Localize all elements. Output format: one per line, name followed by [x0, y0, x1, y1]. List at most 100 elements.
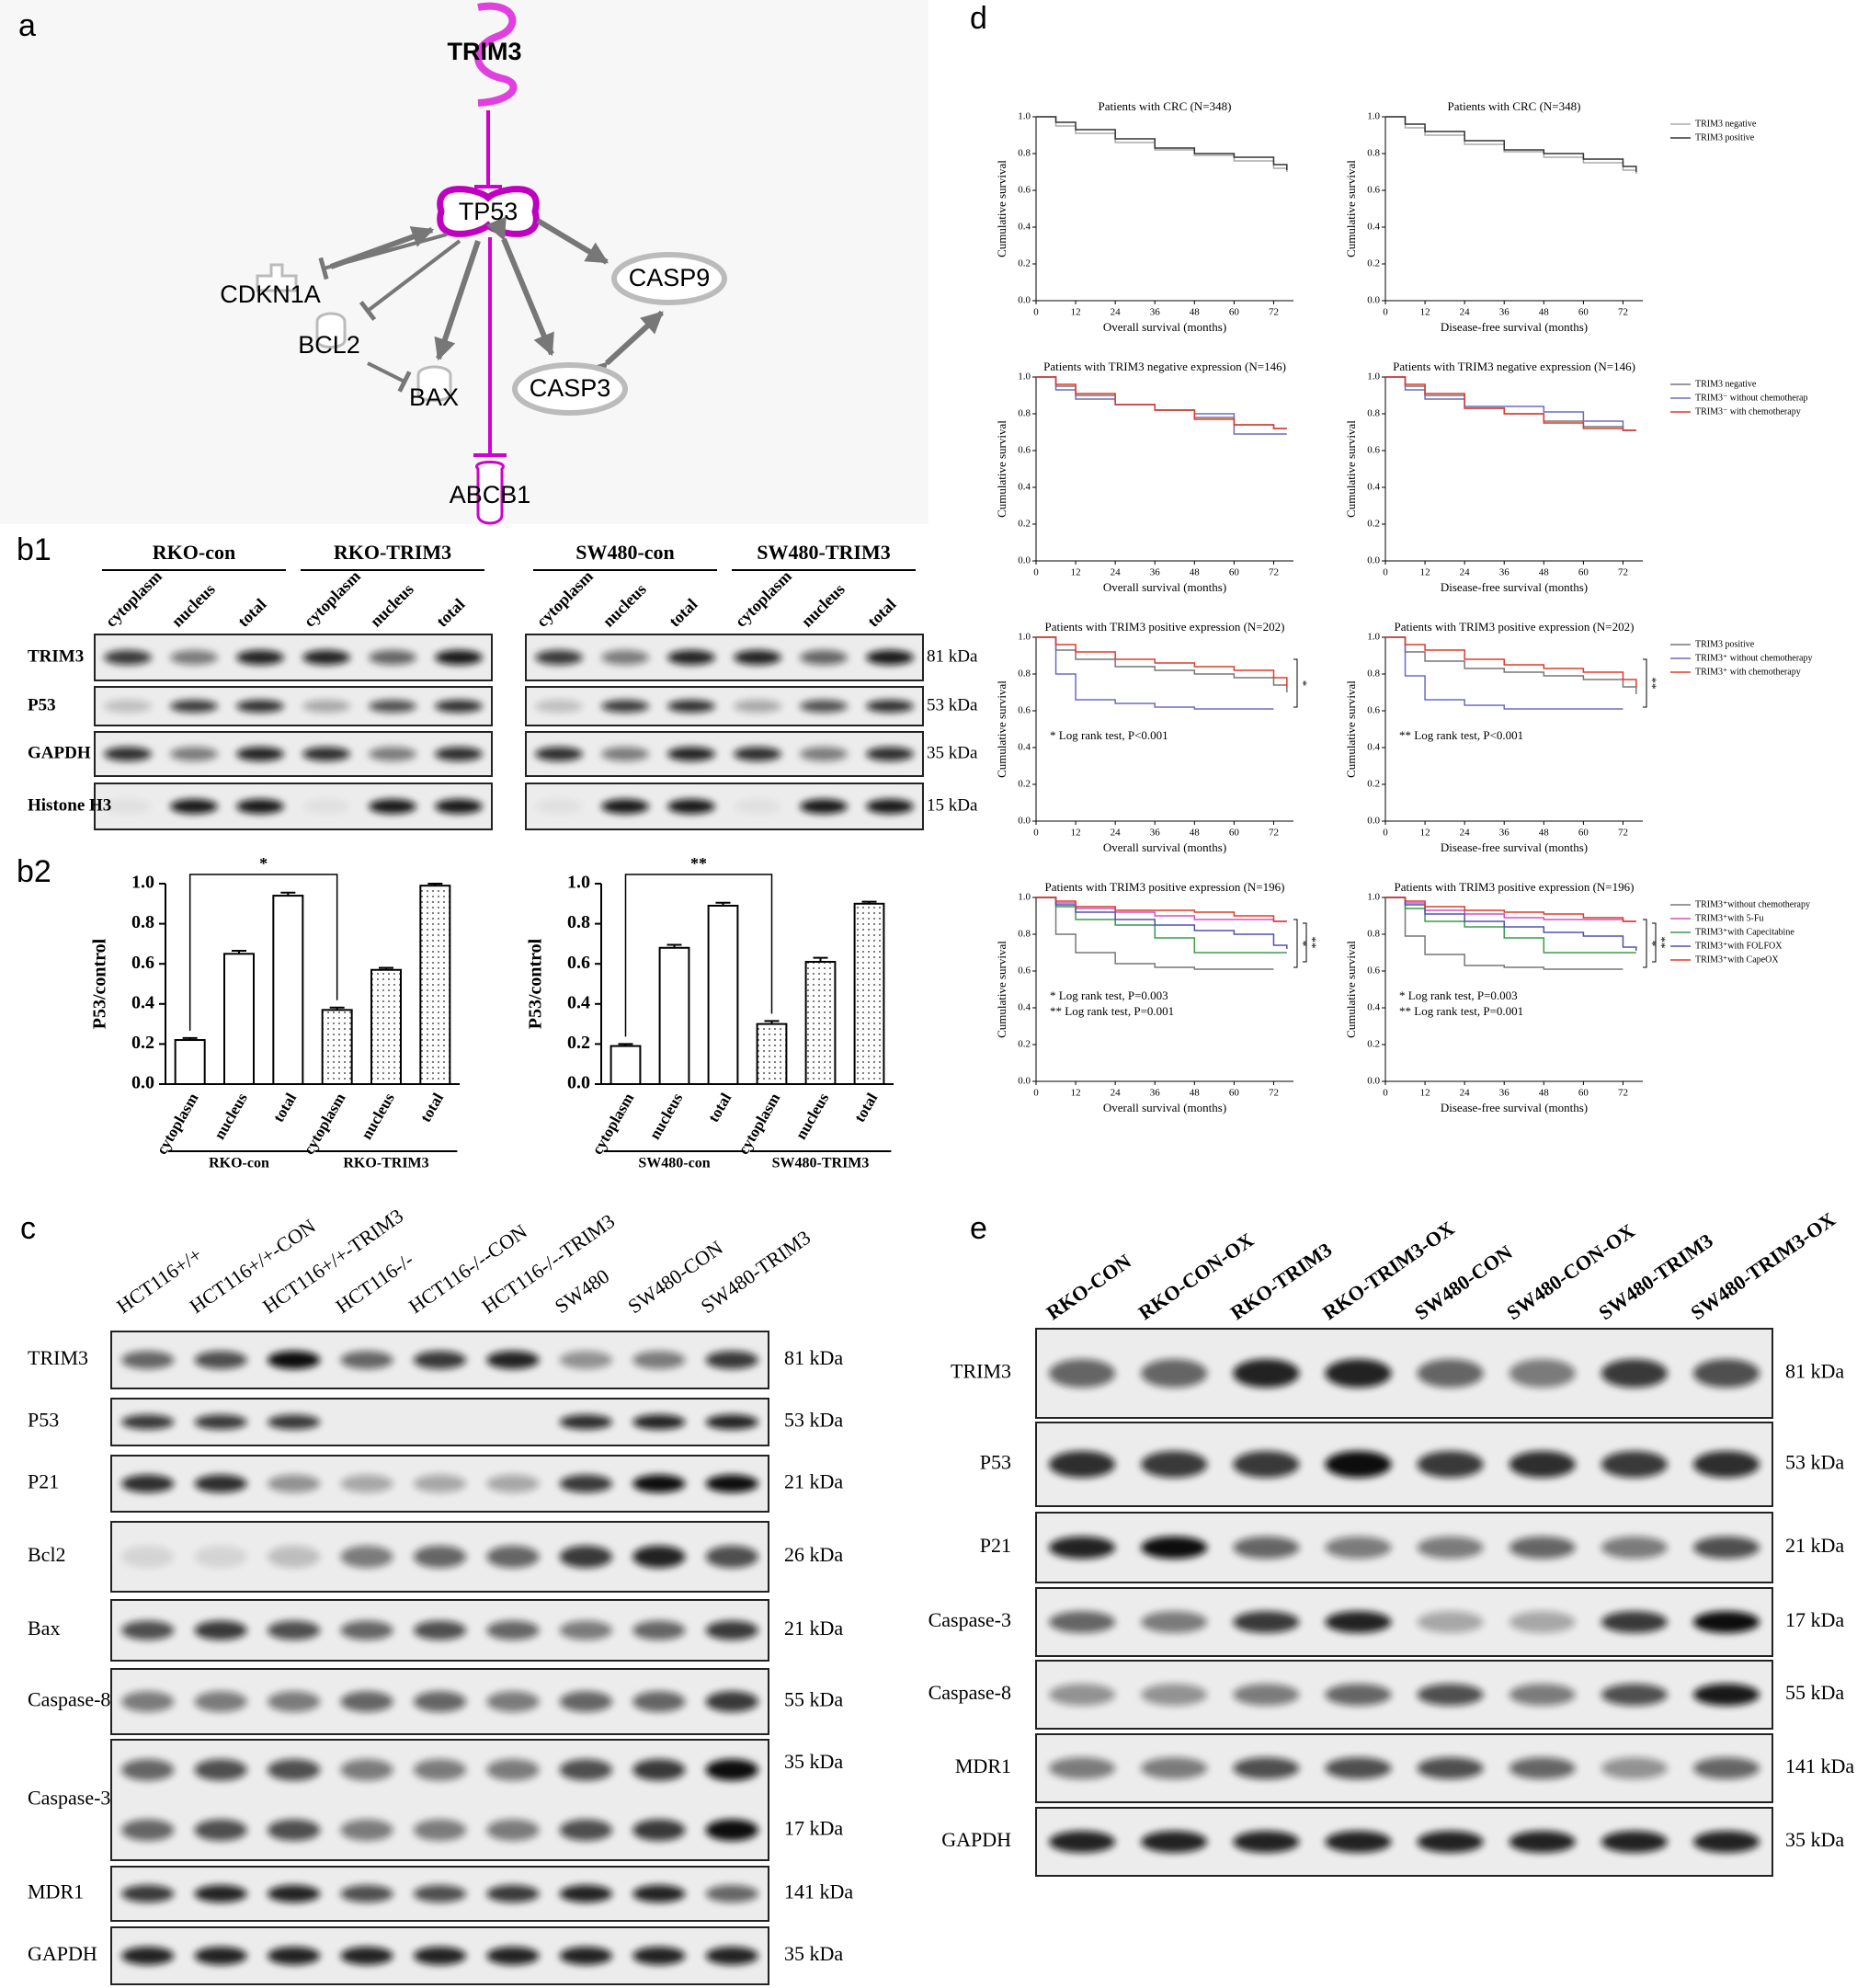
panel-label: b1 [17, 532, 51, 567]
blot-band [302, 700, 350, 713]
blot-band [601, 747, 649, 761]
x-tick-label: 72 [1269, 567, 1279, 578]
significance-label: * [1296, 680, 1310, 687]
blot-band [705, 1691, 758, 1712]
blot-band [559, 1414, 612, 1430]
x-tick-label: 48 [1539, 567, 1550, 578]
blot-band [632, 1691, 686, 1712]
blot-band [340, 1620, 393, 1640]
lane-label: total [433, 595, 469, 631]
blot-band [435, 700, 483, 713]
casp3-shape [512, 362, 628, 416]
trim3-shape [474, 2, 518, 107]
y-tick-label: 0.2 [1018, 519, 1031, 530]
x-tick-label: 24 [1111, 828, 1122, 839]
error-bar [618, 1043, 633, 1046]
bar [419, 885, 451, 1085]
bcl2-shape [315, 312, 347, 348]
casp9-shape [611, 252, 727, 305]
significance-bracket [1303, 922, 1307, 963]
blot-band [194, 1414, 247, 1430]
x-tick-label: 48 [1539, 307, 1550, 318]
legend-label: TRIM3⁻ without chemotherap [1695, 393, 1807, 403]
size-label: 17 kDa [784, 1816, 843, 1839]
blot-band [413, 1885, 467, 1902]
lane-label: nucleus [168, 580, 219, 631]
blot-band [1692, 1757, 1760, 1779]
blot-band [435, 650, 483, 665]
bar [272, 895, 304, 1086]
legend-label: TRIM3 negative [1695, 119, 1757, 129]
edge [359, 239, 461, 322]
annotation: * Log rank test, P=0.003 [1399, 988, 1518, 1002]
significance-bracket [1293, 919, 1298, 968]
x-tick-label: 12 [1071, 1088, 1081, 1099]
abcb1-shape [475, 461, 505, 525]
node-label: TP53 [459, 198, 518, 225]
y-tick-label: 1.0 [131, 873, 154, 893]
x-tick-label: 60 [1578, 1088, 1589, 1099]
legend-label: TRIM3⁺ without chemotherapy [1695, 653, 1812, 663]
blot-band [268, 1885, 321, 1902]
size-label: 53 kDa [784, 1409, 843, 1432]
x-tick-label: 12 [1071, 307, 1081, 318]
size-label: 15 kDa [927, 795, 978, 815]
blot-band [340, 1691, 393, 1712]
blot-band [705, 1947, 758, 1965]
y-tick-label: 0.0 [1367, 555, 1380, 566]
blot-band [705, 1545, 758, 1569]
blot-band [170, 799, 218, 814]
blot-band [705, 1474, 758, 1493]
x-tick-label: 48 [1539, 828, 1550, 839]
chart-title: Patients with TRIM3 positive expression … [1395, 620, 1635, 634]
pathway-diagram [256, 2, 727, 525]
blot-band [486, 1691, 540, 1712]
x-tick-label: 36 [1150, 1088, 1161, 1099]
group-label: SW480-con [638, 1156, 710, 1171]
annotation: ** Log rank test, P<0.001 [1399, 728, 1523, 742]
blot-band [236, 700, 284, 713]
blot-band [1509, 1831, 1576, 1853]
bar [174, 1039, 206, 1086]
blot-band [369, 799, 416, 814]
row-label: P21 [28, 1470, 59, 1493]
x-tick-label: 36 [1150, 307, 1161, 318]
blot-band [486, 1474, 540, 1493]
blot-band [535, 650, 583, 665]
x-tick-label: 48 [1190, 307, 1201, 318]
y-tick-label: 0.4 [1018, 222, 1031, 233]
group-label: SW480-TRIM3 [772, 1156, 870, 1171]
y-axis-label: Cumulative survival [1344, 680, 1358, 778]
y-axis-label: P53/control [526, 938, 546, 1029]
blot-band [340, 1885, 393, 1902]
blot-band [667, 650, 715, 665]
blot-band [194, 1620, 247, 1640]
row-label: P53 [980, 1451, 1011, 1474]
y-tick-label: 0.8 [1018, 148, 1031, 159]
blot-band [194, 1351, 247, 1369]
x-tick-label: 36 [1150, 567, 1161, 578]
blot-band [667, 747, 715, 761]
blot-band [340, 1474, 393, 1493]
legend-label: TRIM3⁺with Capecitabine [1695, 927, 1794, 937]
size-label: 35 kDa [784, 1942, 843, 1965]
blot-band [236, 747, 284, 761]
x-tick-label: 12 [1071, 567, 1081, 578]
significance-bracket [188, 874, 338, 1031]
blot-band [369, 650, 416, 665]
blot-strip [525, 783, 924, 830]
x-tick-label: 12 [1420, 567, 1430, 578]
x-tick-label: nucleus [211, 1090, 251, 1142]
blot-band [1325, 1757, 1392, 1779]
edge [318, 233, 448, 280]
group-label: RKO-TRIM3 [343, 1156, 428, 1171]
legend-label: TRIM3⁺with FOLFOX [1695, 941, 1783, 951]
blot-band [601, 799, 649, 814]
blot-strip [94, 731, 493, 777]
y-tick-label: 1.0 [1367, 632, 1380, 643]
significance-label: * [1296, 941, 1310, 947]
x-tick-label: 72 [1618, 828, 1628, 839]
size-label: 141 kDa [1785, 1754, 1854, 1777]
y-tick-label: 0.2 [1367, 1039, 1380, 1050]
